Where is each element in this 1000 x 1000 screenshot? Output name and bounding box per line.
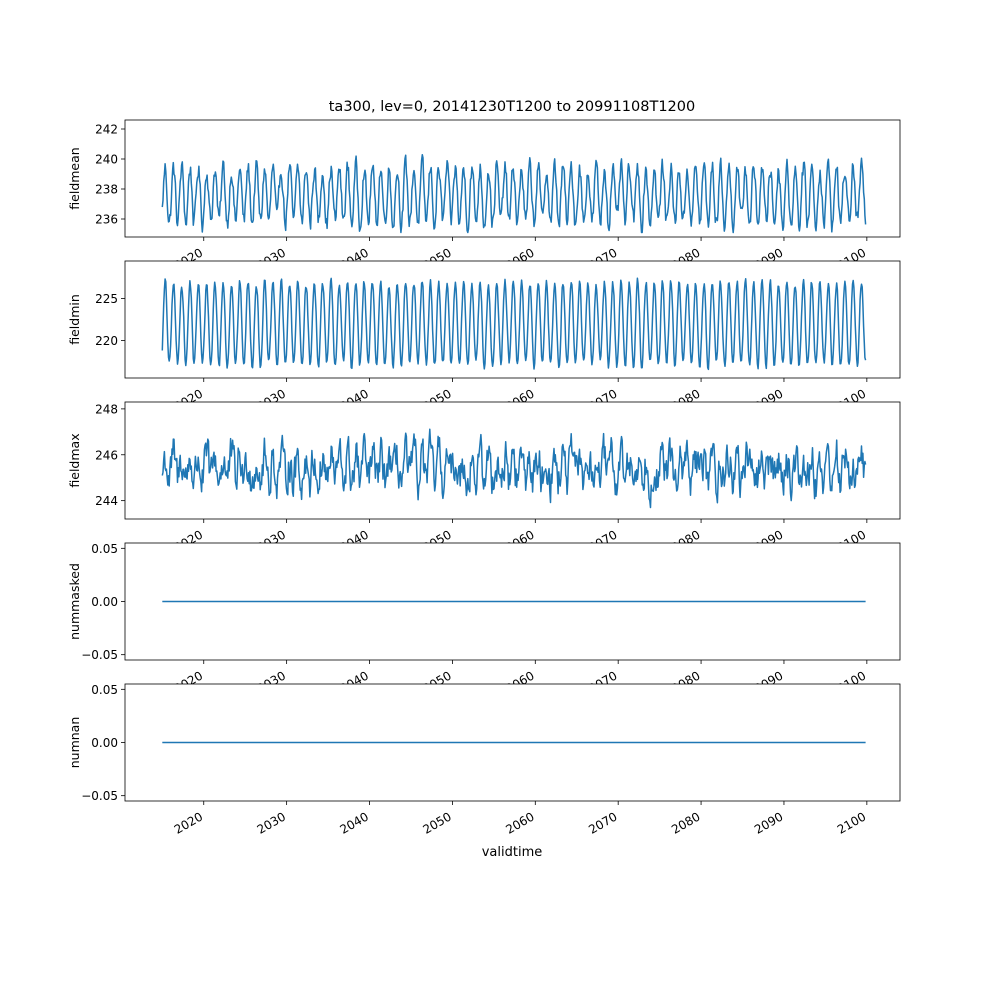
series-line-fieldmean xyxy=(161,153,867,234)
y-tick-label: 0.00 xyxy=(91,736,118,750)
x-tick-label: 2090 xyxy=(752,809,785,836)
y-tick-label: 238 xyxy=(95,183,118,197)
y-tick-label: 242 xyxy=(95,123,118,137)
y-tick-label: −0.05 xyxy=(81,648,118,662)
y-tick-label: 220 xyxy=(95,334,118,348)
x-tick-label: 2060 xyxy=(503,809,536,836)
y-axis-label: nummasked xyxy=(67,563,82,640)
x-tick-label: 2050 xyxy=(420,809,453,836)
x-axis-label: validtime xyxy=(482,845,543,860)
y-tick-label: −0.05 xyxy=(81,789,118,803)
y-axis-label: fieldmean xyxy=(67,147,82,209)
y-tick-label: 248 xyxy=(95,402,118,416)
subplot-numnan: −0.05 0.00 0.05 2020 2030 2040 2050 2060 2070 208… xyxy=(67,683,901,837)
axes-frame xyxy=(124,260,901,379)
y-tick-label: 0.05 xyxy=(91,683,118,697)
y-tick-label: 246 xyxy=(95,448,118,462)
y-tick-label: 240 xyxy=(95,153,118,167)
y-tick-label: 225 xyxy=(95,292,118,306)
y-tick-label: 0.00 xyxy=(91,595,118,609)
x-tick-label: 2020 xyxy=(172,809,205,836)
x-tick-label: 2100 xyxy=(835,809,868,836)
y-tick-label: 236 xyxy=(95,213,118,227)
y-tick-label: 244 xyxy=(95,494,118,508)
x-tick-label: 2040 xyxy=(338,809,371,836)
axes-background xyxy=(125,402,900,519)
y-tick-label: 0.05 xyxy=(91,542,118,556)
x-tick-label: 2030 xyxy=(255,809,288,836)
x-tick-label: 2070 xyxy=(586,809,619,836)
y-axis-label: fieldmax xyxy=(67,433,82,487)
y-axis-label: fieldmin xyxy=(67,294,82,345)
figure-title: ta300, lev=0, 20141230T1200 to 20991108T… xyxy=(329,99,696,115)
y-axis-label: numnan xyxy=(67,717,82,769)
x-tick-label: 2080 xyxy=(669,809,702,836)
series-line-fieldmax xyxy=(161,428,867,509)
axes-frame xyxy=(124,119,901,238)
axes-frame xyxy=(124,401,901,520)
series-line-fieldmin xyxy=(161,277,867,371)
